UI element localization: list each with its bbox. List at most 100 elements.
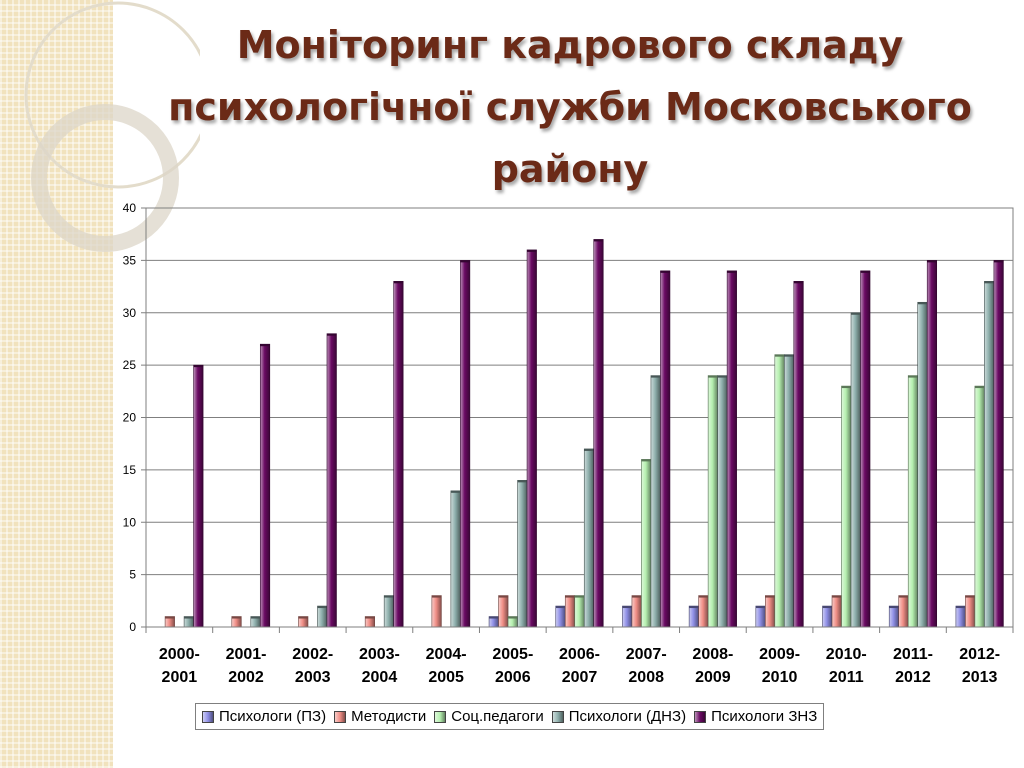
title-line-3: району (491, 147, 649, 191)
axes: 0 5 10 15 20 25 30 35 40 2000- 2001 2001- 2002 2002- 2… (123, 201, 1014, 686)
x-tick-label: 2012- (959, 646, 1000, 663)
bar (517, 480, 528, 628)
bar (183, 616, 194, 628)
y-tick-label: 15 (123, 463, 137, 477)
decor-ring (31, 104, 179, 252)
bar (507, 616, 518, 628)
x-tick-label: 2003- (359, 646, 400, 663)
bar (755, 605, 766, 628)
bar (164, 616, 175, 628)
bar-chart: 0 5 10 15 20 25 30 35 40 2000- 2001 2001- 2002 2002- 2… (123, 201, 1014, 686)
x-tick-label: 2005 (428, 669, 464, 686)
bar (231, 616, 242, 628)
bar (574, 595, 585, 628)
bar (631, 595, 642, 628)
legend-swatch (434, 710, 447, 723)
bar (650, 375, 661, 628)
x-tick-label: 2010 (762, 669, 798, 686)
legend-label: Психологи ЗНЗ (711, 708, 818, 725)
bar (898, 595, 909, 628)
x-tick-label: 2011 (829, 669, 864, 686)
decor-circle-large (24, 1, 200, 189)
x-tick-label: 2010- (826, 646, 867, 663)
bar (555, 605, 566, 628)
legend-item: Психологи (ДНЗ) (551, 708, 686, 725)
x-tick-label: 2007 (562, 669, 598, 686)
bar (822, 605, 833, 628)
x-tick-label: 2002 (228, 669, 264, 686)
y-tick-label: 35 (123, 253, 137, 267)
bar (984, 281, 995, 628)
bar (259, 343, 271, 628)
legend-swatch (334, 710, 347, 723)
legend-item: Психологи ЗНЗ (694, 708, 817, 725)
bar (784, 354, 795, 628)
bar (326, 333, 337, 628)
bar (955, 605, 966, 628)
x-tick-label: 2009 (695, 669, 731, 686)
bar (831, 595, 842, 628)
bar (726, 270, 737, 628)
decorative-circles (24, 1, 200, 252)
bar (850, 312, 861, 628)
x-tick-label: 2003 (295, 669, 331, 686)
y-tick-label: 10 (123, 515, 137, 529)
bar (564, 595, 576, 628)
y-tick-label: 5 (129, 568, 136, 582)
legend-swatch (694, 710, 707, 723)
bar (917, 301, 928, 628)
bar (907, 375, 919, 628)
y-tick-label: 30 (123, 306, 137, 320)
x-tick-label: 2011- (893, 646, 933, 663)
y-tick-label: 20 (123, 411, 137, 425)
x-tick-label: 2012 (895, 669, 931, 686)
bar (888, 605, 900, 628)
bar (488, 616, 499, 628)
bar (926, 260, 938, 628)
bar (765, 595, 776, 628)
bar (298, 616, 309, 628)
bar (393, 281, 404, 628)
legend-item: Методисти (334, 708, 426, 725)
bar (841, 385, 852, 628)
chart-legend: Психологи (ПЗ) Методисти Соц.педагоги Психо… (195, 703, 825, 730)
bar (993, 260, 1004, 628)
x-tick-label: 2002- (292, 646, 333, 663)
x-tick-label: 2006- (559, 646, 600, 663)
y-tick-label: 0 (129, 620, 136, 634)
slide-title: Моніторинг кадрового складу психологічно… (130, 14, 1010, 200)
bar (593, 239, 604, 628)
bar (717, 375, 728, 628)
bar (965, 595, 976, 628)
legend-item: Соц.педагоги (434, 708, 544, 725)
bar (250, 616, 261, 628)
x-tick-label: 2008- (692, 646, 733, 663)
x-tick-label: 2001- (226, 646, 267, 663)
legend-label: Методисти (351, 708, 427, 725)
gridlines (145, 207, 1014, 628)
y-tick-label: 25 (123, 358, 137, 372)
bar (641, 459, 652, 628)
x-tick-label: 2007- (626, 646, 667, 663)
bar (688, 605, 699, 628)
y-tick-label: 40 (123, 201, 137, 215)
bar (860, 270, 871, 628)
title-line-2: психологічної служби Московського (168, 85, 972, 129)
legend-item: Психологи (ПЗ) (202, 708, 326, 725)
bar (793, 281, 804, 628)
bar (450, 490, 461, 628)
x-tick-label: 2009- (759, 646, 800, 663)
bar (460, 260, 471, 628)
title-line-1: Моніторинг кадрового складу (236, 23, 904, 67)
bar (526, 249, 537, 628)
x-tick-label: 2001 (162, 669, 198, 686)
bar (583, 448, 595, 628)
bars (164, 239, 1004, 628)
bar (698, 595, 709, 628)
x-tick-label: 2004 (362, 669, 398, 686)
bar (317, 605, 328, 628)
bar (622, 605, 633, 628)
legend-swatch (202, 710, 214, 723)
bar (431, 595, 442, 628)
bar (707, 375, 718, 628)
